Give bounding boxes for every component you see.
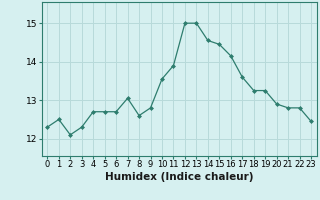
X-axis label: Humidex (Indice chaleur): Humidex (Indice chaleur) [105,172,253,182]
